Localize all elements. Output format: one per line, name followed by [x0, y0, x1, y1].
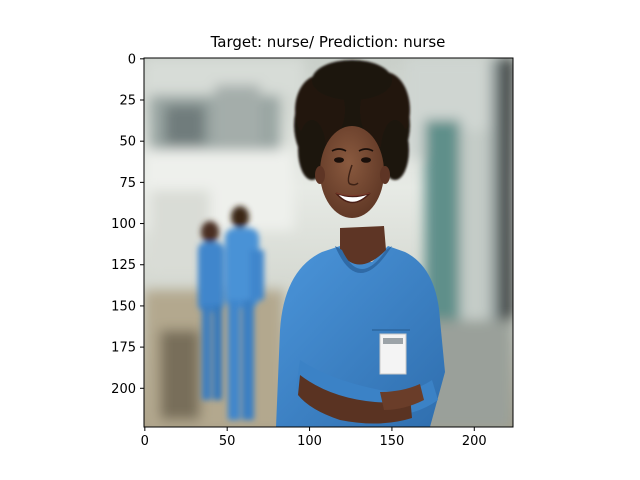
plot-title: Target: nurse/ Prediction: nurse [210, 33, 446, 51]
y-tick-label: 0 [128, 52, 136, 67]
y-tick-label: 100 [111, 217, 136, 232]
x-tick-label: 50 [219, 434, 236, 449]
x-tick-label: 100 [297, 434, 322, 449]
y-tick-label: 75 [119, 176, 136, 191]
nurse-photo [144, 58, 513, 427]
y-tick-label: 175 [111, 341, 136, 356]
x-tick-label: 200 [462, 434, 487, 449]
y-tick-label: 200 [111, 382, 136, 397]
x-tick-label: 0 [141, 434, 149, 449]
axes-frame [143, 57, 514, 428]
y-tick-label: 25 [119, 94, 136, 109]
y-tick-label: 125 [111, 258, 136, 273]
y-tick-label: 150 [111, 299, 136, 314]
main-nurse [276, 60, 445, 427]
x-tick-label: 150 [380, 434, 405, 449]
y-tick-label: 50 [119, 135, 136, 150]
